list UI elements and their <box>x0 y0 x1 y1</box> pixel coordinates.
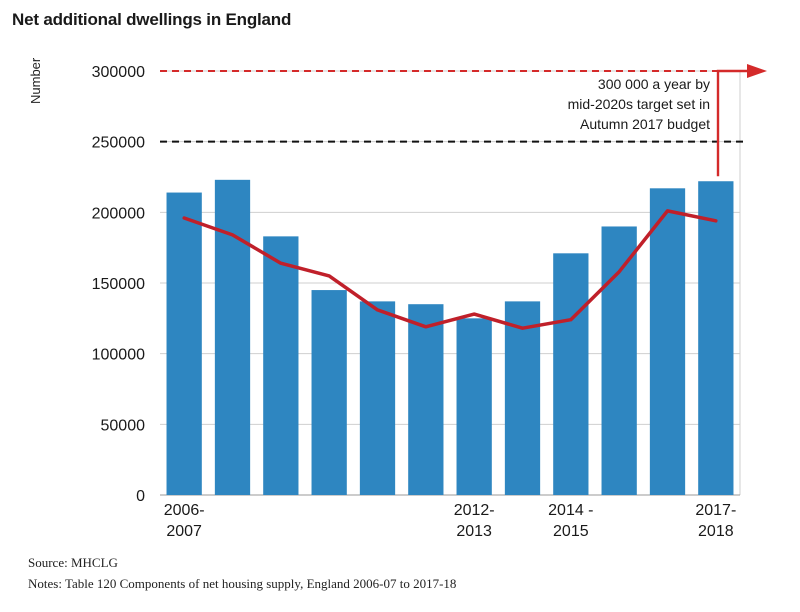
bar <box>214 179 251 495</box>
bar <box>359 301 396 495</box>
target-arrow-line <box>716 69 750 177</box>
x-tick-label: 2013 <box>456 523 492 540</box>
bar <box>553 253 589 495</box>
x-tick-label: 2007 <box>166 523 202 540</box>
source-note: Source: MHCLG <box>28 555 118 570</box>
trend-line <box>182 209 718 330</box>
bar <box>166 192 202 495</box>
bar <box>311 290 347 495</box>
bar <box>456 318 492 495</box>
x-tick-label: 2012- <box>454 502 495 519</box>
y-tick-label: 150000 <box>92 276 145 293</box>
annotation-text: Autumn 2017 budget <box>580 116 710 132</box>
y-tick-label: 200000 <box>92 205 145 222</box>
notes-text: Notes: Table 120 Components of net housi… <box>28 576 457 591</box>
bar <box>504 301 541 495</box>
annotation-text: mid-2020s target set in <box>568 96 710 112</box>
chart-title: Net additional dwellings in England <box>12 10 292 29</box>
y-tick-label: 0 <box>136 488 145 505</box>
bar <box>601 226 637 495</box>
bar <box>649 188 686 495</box>
annotation-background <box>545 89 713 137</box>
x-tick-label: 2014 - <box>548 502 593 519</box>
x-tick-label: 2018 <box>698 523 734 540</box>
bar <box>408 304 444 495</box>
y-tick-label: 250000 <box>92 135 145 152</box>
target-arrow-head <box>747 64 767 78</box>
y-tick-label: 300000 <box>92 64 145 81</box>
y-tick-label: 100000 <box>92 347 145 364</box>
bar <box>698 181 734 496</box>
x-tick-label: 2017- <box>695 502 736 519</box>
x-tick-label: 2006- <box>164 502 205 519</box>
annotation-text: 300 000 a year by <box>598 76 710 92</box>
bar <box>263 236 299 496</box>
y-tick-label: 50000 <box>101 417 146 434</box>
x-tick-label: 2015 <box>553 523 589 540</box>
